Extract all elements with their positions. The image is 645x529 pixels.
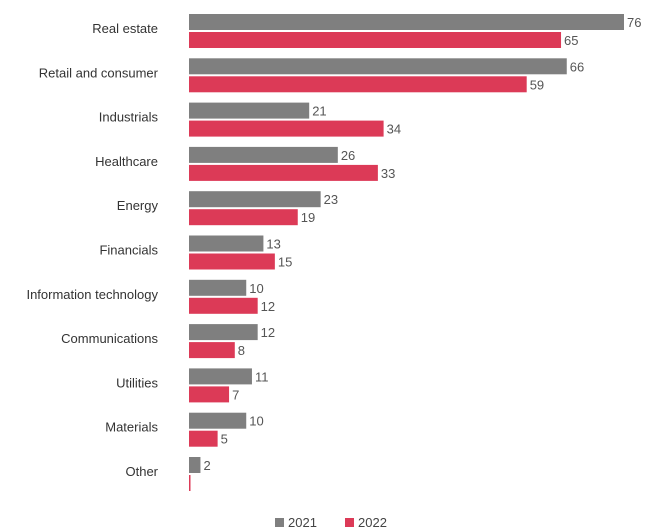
value-label-financials-2022: 15 bbox=[278, 255, 292, 270]
category-label-information-technology: Information technology bbox=[26, 287, 158, 302]
legend-swatch-2021 bbox=[275, 518, 284, 527]
value-label-communications-2022: 8 bbox=[238, 343, 245, 358]
bar-communications-2022 bbox=[189, 342, 235, 359]
value-label-real-estate-2022: 65 bbox=[564, 33, 578, 48]
value-label-financials-2021: 13 bbox=[266, 237, 280, 252]
category-label-financials: Financials bbox=[99, 243, 158, 258]
value-label-communications-2021: 12 bbox=[261, 325, 275, 340]
bar-healthcare-2022 bbox=[189, 164, 378, 181]
value-label-materials-2022: 5 bbox=[221, 432, 228, 447]
value-label-healthcare-2022: 33 bbox=[381, 166, 395, 181]
bar-retail-and-consumer-2022 bbox=[189, 76, 527, 93]
value-label-utilities-2021: 11 bbox=[255, 369, 268, 384]
category-label-industrials: Industrials bbox=[99, 110, 159, 125]
bar-retail-and-consumer-2021 bbox=[189, 58, 567, 75]
value-label-energy-2021: 23 bbox=[324, 192, 338, 207]
value-label-healthcare-2021: 26 bbox=[341, 148, 355, 163]
legend: 2021 2022 bbox=[275, 515, 387, 529]
value-label-other-2021: 2 bbox=[203, 458, 210, 473]
bar-communications-2021 bbox=[189, 324, 258, 341]
category-label-healthcare: Healthcare bbox=[95, 154, 158, 169]
category-label-retail-and-consumer: Retail and consumer bbox=[39, 65, 159, 80]
category-label-communications: Communications bbox=[61, 331, 158, 346]
bar-information-technology-2022 bbox=[189, 297, 258, 314]
bar-industrials-2022 bbox=[189, 120, 384, 137]
value-label-information-technology-2022: 12 bbox=[261, 299, 275, 314]
value-label-information-technology-2021: 10 bbox=[249, 281, 263, 296]
value-label-utilities-2022: 7 bbox=[232, 387, 239, 402]
value-label-industrials-2022: 34 bbox=[387, 122, 401, 137]
category-label-utilities: Utilities bbox=[116, 375, 158, 390]
value-label-materials-2021: 10 bbox=[249, 414, 263, 429]
bar-industrials-2021 bbox=[189, 102, 310, 119]
category-label-energy: Energy bbox=[117, 198, 159, 213]
bar-real-estate-2022 bbox=[189, 32, 562, 48]
bar-energy-2021 bbox=[189, 191, 321, 208]
value-label-real-estate-2021: 76 bbox=[627, 15, 641, 30]
bar-energy-2022 bbox=[189, 209, 298, 226]
bar-financials-2022 bbox=[189, 253, 275, 270]
bar-materials-2022 bbox=[189, 430, 218, 447]
bar-materials-2021 bbox=[189, 412, 247, 429]
category-label-other: Other bbox=[125, 464, 158, 479]
bar-real-estate-2021 bbox=[189, 14, 624, 30]
bar-other-2022 bbox=[189, 475, 191, 491]
bar-financials-2021 bbox=[189, 235, 264, 252]
bar-information-technology-2021 bbox=[189, 279, 247, 296]
bar-utilities-2021 bbox=[189, 368, 252, 385]
category-label-real-estate: Real estate bbox=[92, 21, 158, 36]
category-label-materials: Materials bbox=[105, 420, 158, 435]
bar-other-2021 bbox=[189, 457, 201, 473]
legend-swatch-2022 bbox=[345, 518, 354, 527]
bar-healthcare-2021 bbox=[189, 146, 338, 163]
plot-area: Real estate 76 65 Retail and consumer 66 59 In… bbox=[26, 14, 641, 491]
value-label-retail-and-consumer-2021: 66 bbox=[570, 59, 584, 74]
value-label-industrials-2021: 21 bbox=[312, 104, 326, 119]
value-label-retail-and-consumer-2022: 59 bbox=[530, 77, 544, 92]
value-label-energy-2022: 19 bbox=[301, 210, 315, 225]
legend-label-2022: 2022 bbox=[358, 515, 387, 529]
legend-label-2021: 2021 bbox=[288, 515, 317, 529]
bar-utilities-2022 bbox=[189, 386, 230, 403]
